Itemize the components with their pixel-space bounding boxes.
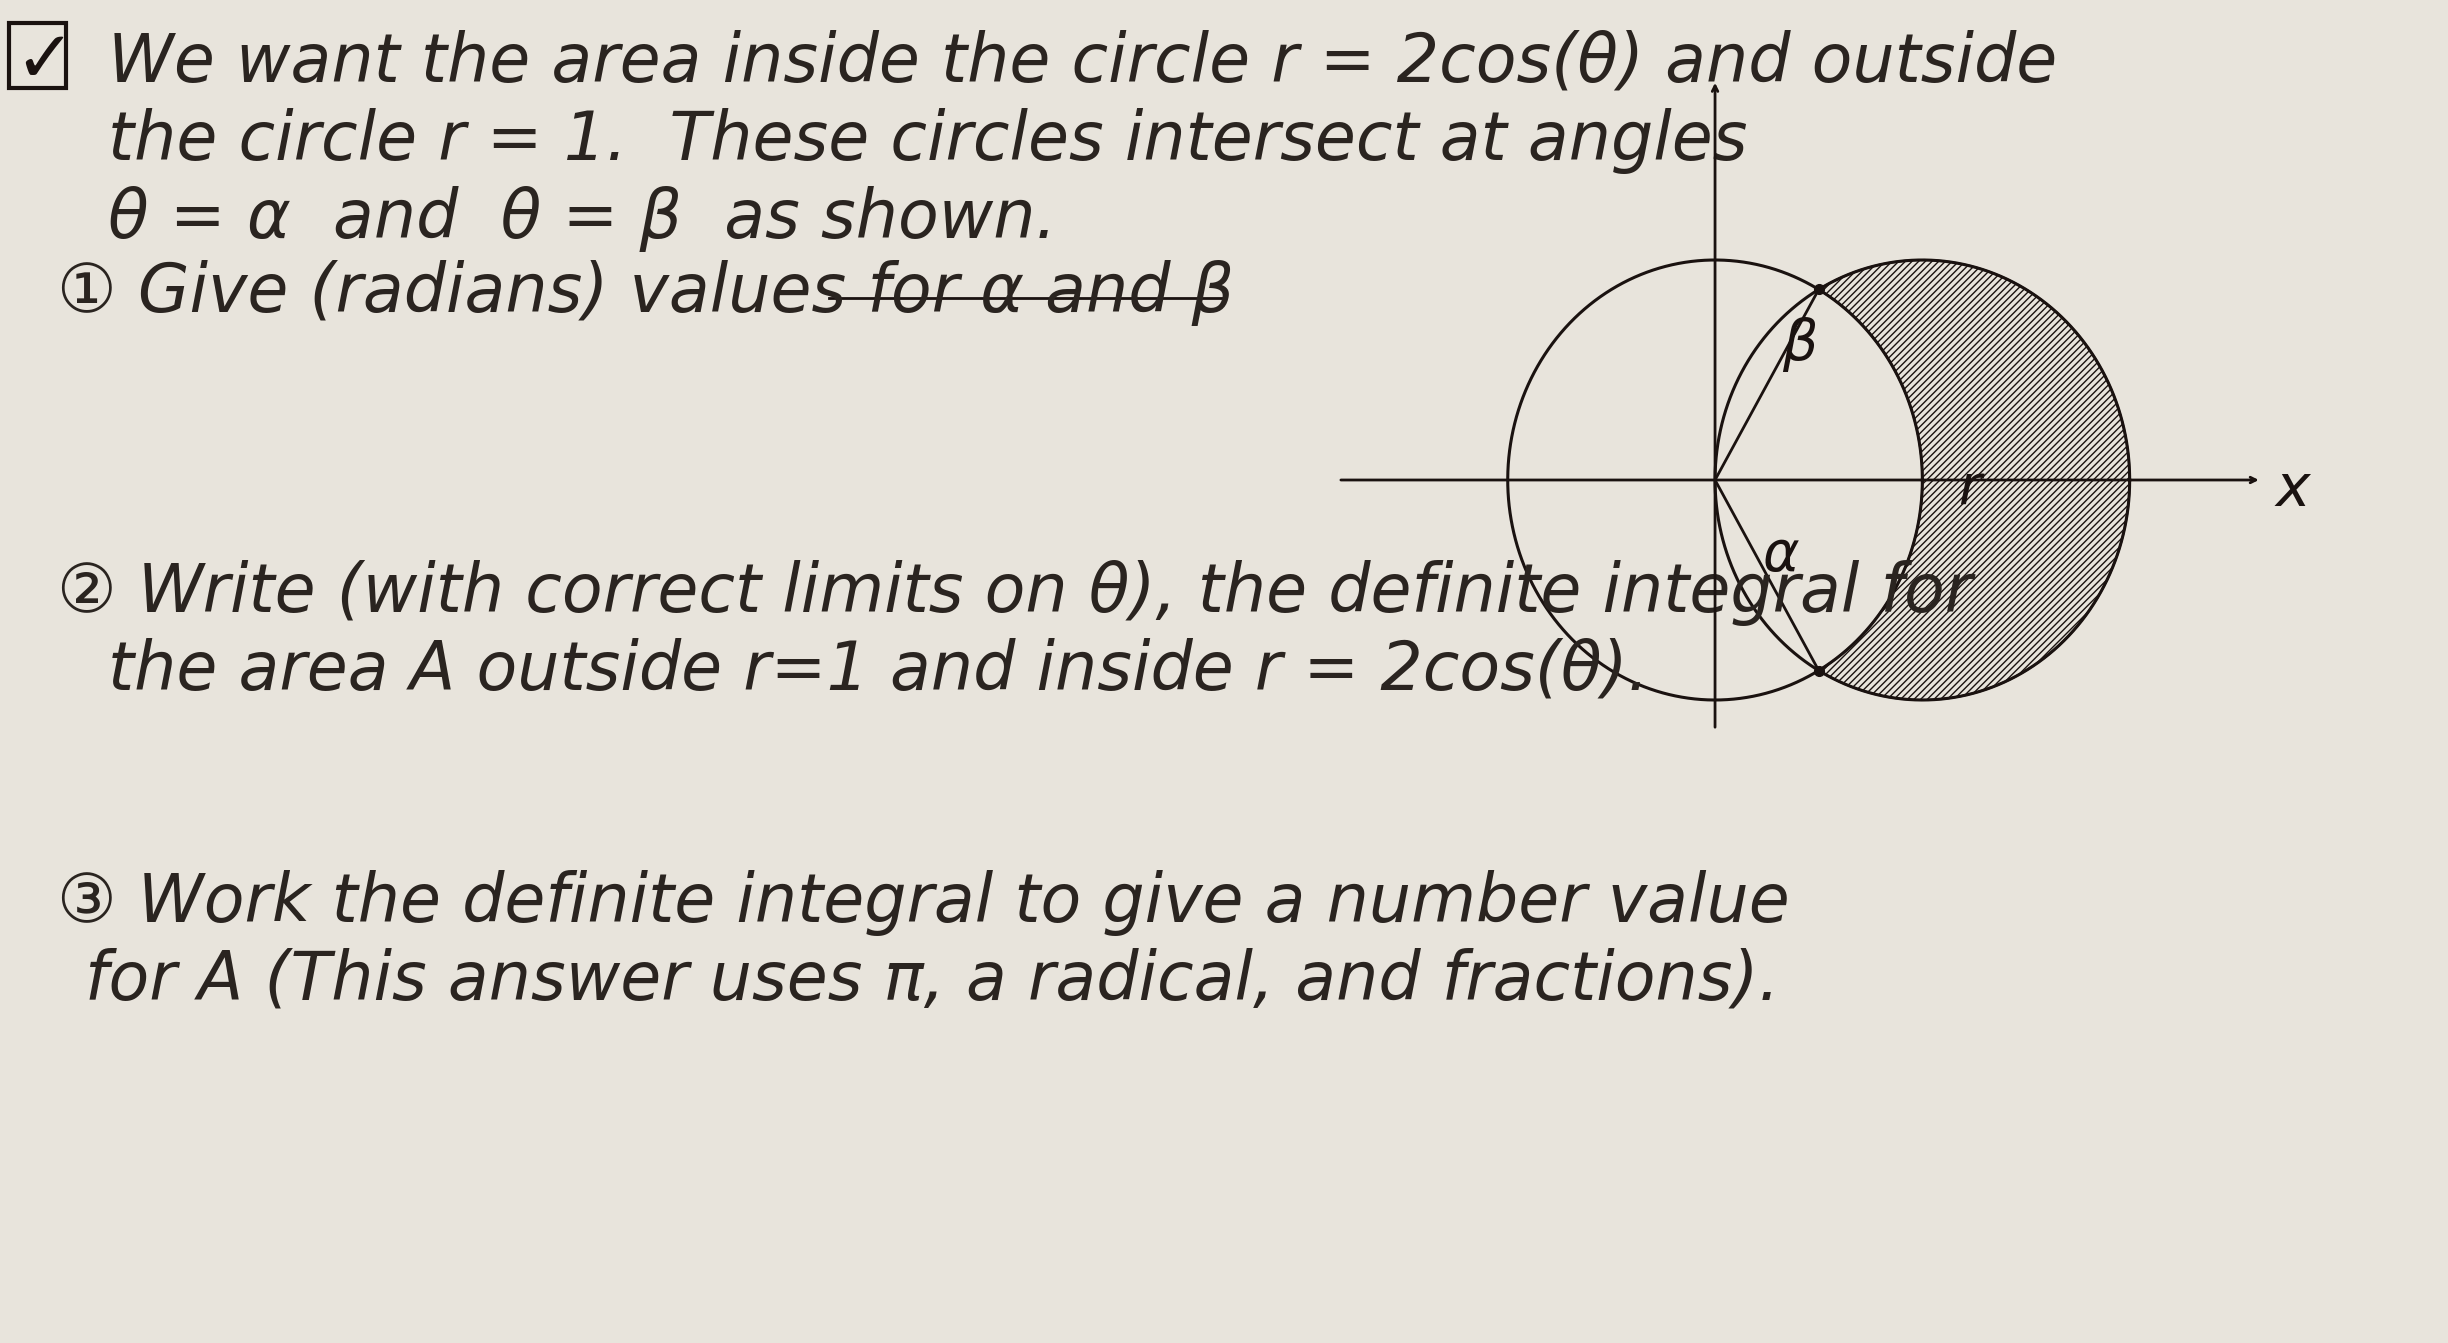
Text: r: r [1958,462,1980,514]
Text: ③ Work the definite integral to give a number value: ③ Work the definite integral to give a n… [56,870,1789,936]
Text: for A (This answer uses π, a radical, and fractions).: for A (This answer uses π, a radical, an… [86,948,1780,1014]
Text: We want the area inside the circle r = 2cos(θ) and outside: We want the area inside the circle r = 2… [108,30,2059,95]
Bar [10,23,66,89]
Text: β: β [1782,317,1816,372]
Text: x: x [2277,462,2311,518]
Text: ✓: ✓ [15,28,73,97]
Text: ② Write (with correct limits on θ), the definite integral for: ② Write (with correct limits on θ), the … [56,560,1971,626]
Text: θ = α  and  θ = β  as shown.: θ = α and θ = β as shown. [108,185,1058,252]
Text: α: α [1763,529,1799,582]
Text: the circle r = 1.  These circles intersect at angles: the circle r = 1. These circles intersec… [108,107,1748,175]
Text: ① Give (radians) values for α and β: ① Give (radians) values for α and β [56,261,1234,326]
Text: the area A outside r=1 and inside r = 2cos(θ).: the area A outside r=1 and inside r = 2c… [108,638,1650,704]
